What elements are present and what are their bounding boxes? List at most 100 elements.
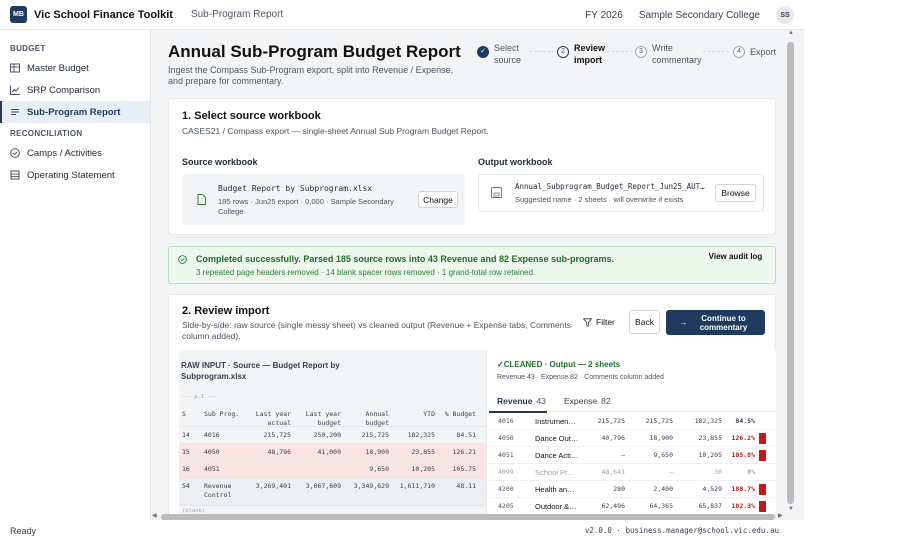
horizontal-scrollbar[interactable]: ◀ ▶ xyxy=(151,512,786,521)
over-budget-marker xyxy=(759,433,766,444)
page-title: Annual Sub-Program Budget Report xyxy=(168,42,461,61)
cleaned-cell-c: 65,837 xyxy=(698,502,722,510)
step-connector xyxy=(529,51,555,52)
scroll-up-icon[interactable]: ▲ xyxy=(788,30,794,36)
cleaned-cell-name: School Pr… xyxy=(535,468,576,477)
avatar[interactable]: SS xyxy=(776,6,794,24)
cleaned-cell-code: 4050 xyxy=(498,434,514,442)
browse-button[interactable]: Browse xyxy=(715,184,756,202)
over-budget-marker xyxy=(759,501,766,512)
cleaned-cell-b: 215,725 xyxy=(645,417,673,425)
select-source-card: 1. Select source workbook CASES21 / Comp… xyxy=(168,98,776,235)
raw-cell-pct: 126.21 xyxy=(452,448,476,456)
step-select-source[interactable]: ✓ Select source xyxy=(477,42,525,66)
tab-count: 43 xyxy=(536,396,546,406)
output-file-box[interactable]: Annual_Subprogram_Budget_Report_Jun25_AU… xyxy=(478,174,764,212)
raw-cell-pct: 84.51 xyxy=(456,431,476,439)
scroll-left-icon[interactable]: ◀ xyxy=(152,513,157,519)
sidebar-item-srp-comparison[interactable]: SRP Comparison xyxy=(0,79,150,101)
cleaned-cell-pct: 102.3% xyxy=(731,502,755,510)
raw-cell-sub: 4016 xyxy=(204,431,220,439)
raw-table: S Sub Prog. Last year actual Last year b… xyxy=(179,406,486,518)
sidebar-section-reconciliation: RECONCILIATION xyxy=(10,129,83,138)
sidebar-item-operating-statement[interactable]: Operating Statement xyxy=(0,164,150,186)
cleaned-cell-pct: 188.7% xyxy=(731,485,755,493)
back-button[interactable]: Back xyxy=(629,310,660,334)
step-write-commentary[interactable]: 3 Write commentary xyxy=(635,42,705,66)
sidebar-item-camps-activities[interactable]: Camps / Activities xyxy=(0,142,150,164)
card-title: 1. Select source workbook xyxy=(182,110,321,122)
sidebar-section-budget: BUDGET xyxy=(10,44,46,53)
top-bar: MB Vic School Finance Toolkit Sub-Progra… xyxy=(0,0,804,30)
cleaned-row[interactable]: 4200 Health an… 280 2,400 4,529 188.7% xyxy=(487,481,777,498)
raw-table-header: S Sub Prog. Last year actual Last year b… xyxy=(179,406,486,427)
success-detail: 3 repeated page headers removed · 14 bla… xyxy=(196,268,536,277)
change-button[interactable]: Change xyxy=(418,191,458,208)
scrollbar-thumb[interactable] xyxy=(787,42,794,504)
sidebar-item-label: SRP Comparison xyxy=(27,84,101,96)
raw-row: 15 4050 48,796 41,000 18,900 23,855 126.… xyxy=(179,444,486,461)
continue-button[interactable]: → Continue to commentary xyxy=(666,310,765,335)
breadcrumb[interactable]: Sub-Program Report xyxy=(190,9,284,20)
fiscal-year-selector[interactable]: FY 2026 xyxy=(585,9,623,21)
tab-revenue[interactable]: Revenue 43 xyxy=(497,396,546,406)
step-review-import[interactable]: 2 Review import xyxy=(557,42,605,66)
cleaned-row[interactable]: 4016 Instrumen… 215,725 215,725 182,325 84.5% xyxy=(487,413,777,430)
success-title: Completed successfully. Parsed 185 sourc… xyxy=(196,254,614,264)
col-pct-budget: % Budget xyxy=(444,410,476,418)
source-file-box[interactable]: Budget Report by Subprogram.xlsx 185 row… xyxy=(182,174,465,225)
sidebar-item-sub-program-report[interactable]: Sub-Program Report xyxy=(0,101,150,123)
page-subtitle: Ingest the Compass Sub-Program export, s… xyxy=(168,65,454,86)
filter-button[interactable]: Filter xyxy=(583,317,615,327)
vertical-scrollbar[interactable]: ▲ ▼ xyxy=(786,30,795,514)
scroll-right-icon[interactable]: ▶ xyxy=(778,513,783,519)
version-info: v2.0.0 · business.manager@school.vic.edu… xyxy=(584,526,779,535)
cleaned-output-panel: ✓CLEANED · Output — 2 sheets Revenue 43 … xyxy=(486,350,777,515)
cleaned-row[interactable]: 4050 Dance Out… 40,796 18,900 23,855 126.2% xyxy=(487,430,777,447)
step-check-icon: ✓ xyxy=(477,46,489,58)
school-selector[interactable]: Sample Secondary College xyxy=(638,9,760,21)
output-workbook-label: Output workbook xyxy=(478,157,553,167)
col-last-year-actual: Last year actual xyxy=(255,410,291,427)
cleaned-cell-b: 18,900 xyxy=(649,434,673,442)
raw-cell-ab: 9,650 xyxy=(369,465,389,473)
cleaned-subheader: Revenue 43 · Expense 82 · Comments colum… xyxy=(497,374,664,381)
cleaned-cell-c: 10,205 xyxy=(698,451,722,459)
sidebar-item-master-budget[interactable]: Master Budget xyxy=(0,57,150,79)
raw-cell-sub: 4051 xyxy=(204,465,220,473)
raw-cell-s: 16 xyxy=(182,465,190,473)
cleaned-cell-pct: 126.2% xyxy=(731,434,755,442)
cleaned-cell-name: Outdoor &… xyxy=(535,502,577,511)
raw-blank-row: (blank) xyxy=(179,506,486,518)
scroll-down-icon[interactable]: ▼ xyxy=(788,506,794,512)
card-subtitle: CASES21 / Compass export — single-sheet … xyxy=(182,126,489,136)
cleaned-row[interactable]: 4099 School Pr… 48,641 – 30 0% xyxy=(487,464,777,481)
scrollbar-thumb[interactable] xyxy=(161,514,775,520)
app-title: Vic School Finance Toolkit xyxy=(34,8,173,21)
cleaned-cell-a: 62,496 xyxy=(601,502,625,510)
tab-label: Revenue xyxy=(497,396,533,406)
col-ytd: YTD xyxy=(423,410,435,418)
step-export[interactable]: 4 Export xyxy=(733,42,783,58)
step-number: 2 xyxy=(557,46,569,58)
raw-cell-ab: 3,349,629 xyxy=(353,482,389,490)
cleaned-row[interactable]: 4051 Dance Acti… – 9,650 10,205 105.8% xyxy=(487,447,777,464)
tab-expense[interactable]: Expense 82 xyxy=(564,396,611,406)
cleaned-cell-c: 182,325 xyxy=(694,417,722,425)
raw-cell-s: 54 xyxy=(182,482,190,490)
cleaned-cell-code: 4099 xyxy=(498,468,514,476)
cleaned-cell-c: 23,855 xyxy=(698,434,722,442)
cleaned-cell-code: 4051 xyxy=(498,451,514,459)
view-audit-log-button[interactable]: View audit log xyxy=(708,252,763,261)
cleaned-cell-a: 40,796 xyxy=(601,434,625,442)
raw-cell-pct: 105.75 xyxy=(452,465,476,473)
cleaned-cell-code: 4016 xyxy=(498,417,514,425)
cleaned-cell-pct: 0% xyxy=(747,468,755,476)
step-connector xyxy=(607,51,633,52)
col-last-year-budget: Last year budget xyxy=(305,410,341,427)
cleaned-cell-c: 30 xyxy=(714,468,722,476)
active-tab-indicator xyxy=(489,411,547,413)
success-banner: Completed successfully. Parsed 185 sourc… xyxy=(168,246,776,284)
file-icon xyxy=(197,194,206,205)
raw-row: 14 4016 215,725 250,200 215,725 182,325 … xyxy=(179,427,486,444)
